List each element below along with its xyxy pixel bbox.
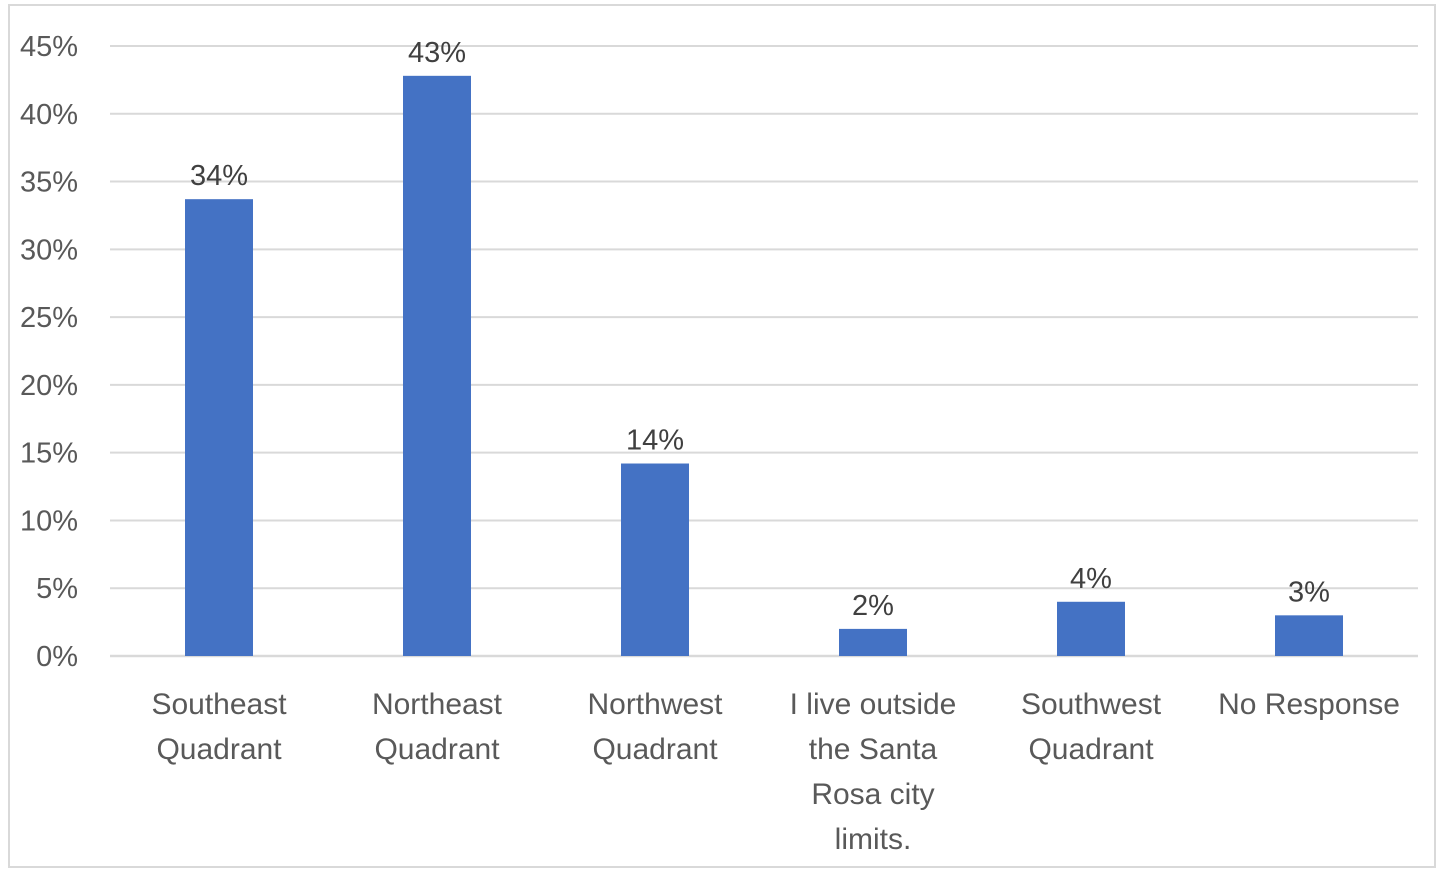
category-label: Southwest: [1021, 688, 1162, 721]
y-axis-tick-labels: 0% 5% 10% 15% 20% 25% 30% 35% 40% 45%: [20, 31, 78, 673]
category-label: Quadrant: [374, 733, 500, 766]
category-label: Northwest: [587, 688, 723, 721]
bar: [1275, 615, 1343, 656]
y-tick-label: 0%: [36, 641, 78, 673]
data-label: 4%: [1070, 563, 1112, 595]
category-label: the Santa: [809, 733, 938, 766]
category-label: Quadrant: [156, 733, 282, 766]
data-label: 3%: [1288, 576, 1330, 608]
bars: [185, 75, 1343, 657]
bar: [185, 199, 253, 656]
category-label: Rosa city: [811, 778, 934, 811]
bar: [1057, 601, 1125, 656]
gridlines: [110, 45, 1418, 658]
category-labels: Southeast Quadrant Northeast Quadrant Northw…: [151, 688, 1399, 856]
category-label: I live outside: [790, 688, 957, 721]
data-label: 2%: [852, 590, 894, 622]
category-label: Quadrant: [592, 733, 718, 766]
data-label: 14%: [626, 425, 684, 457]
data-label: 43%: [408, 37, 466, 69]
data-label: 34%: [190, 160, 248, 192]
y-tick-label: 10%: [20, 505, 78, 537]
bar: [621, 463, 689, 656]
category-label: Northeast: [372, 688, 503, 721]
y-tick-label: 5%: [36, 573, 78, 605]
category-label: limits.: [835, 823, 912, 856]
bar: [403, 75, 471, 657]
category-label: No Response: [1218, 688, 1400, 721]
y-tick-label: 30%: [20, 234, 78, 266]
category-label: Quadrant: [1028, 733, 1154, 766]
y-tick-label: 40%: [20, 99, 78, 131]
bar: [839, 628, 907, 656]
data-labels: 34% 43% 14% 2% 4% 3%: [190, 37, 1330, 622]
y-tick-label: 35%: [20, 167, 78, 199]
y-tick-label: 45%: [20, 31, 78, 63]
y-tick-label: 15%: [20, 438, 78, 470]
y-tick-label: 20%: [20, 370, 78, 402]
y-tick-label: 25%: [20, 302, 78, 334]
category-label: Southeast: [151, 688, 287, 721]
